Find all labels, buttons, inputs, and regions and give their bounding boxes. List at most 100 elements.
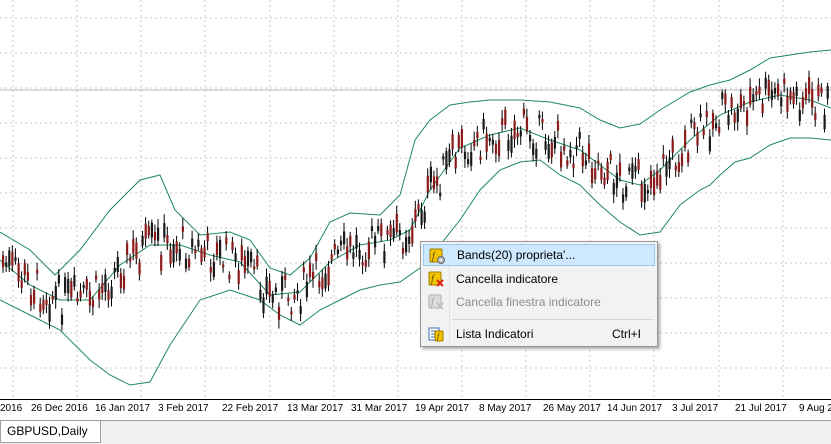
candle-body [20, 280, 23, 288]
candle-body [60, 314, 64, 325]
candle-body [45, 299, 48, 305]
candle-body [395, 213, 398, 233]
candle-body [423, 211, 426, 223]
candle-body [628, 167, 631, 172]
candle-body [420, 209, 423, 226]
candle-body [129, 257, 132, 262]
chart-tab-gbpusd-daily[interactable]: GBPUSD,Daily [0, 421, 101, 443]
candle-body [804, 88, 808, 100]
candle-body [377, 225, 380, 232]
candle-body [358, 250, 361, 260]
candle-body [547, 143, 550, 159]
candle-body [773, 88, 777, 94]
svg-text:f: f [437, 332, 441, 341]
candle-body [634, 165, 637, 172]
candle-body [284, 274, 287, 280]
candle-body [529, 135, 532, 142]
indicators-list-icon: f [428, 326, 444, 342]
candle-body [339, 240, 343, 246]
candle-body [324, 273, 327, 289]
candle-body [439, 192, 442, 197]
candle-body [194, 249, 197, 254]
candle-body [330, 254, 333, 260]
candle-body [752, 94, 755, 103]
candle-body [432, 176, 436, 190]
candle-body [817, 84, 820, 97]
candle-body [333, 243, 336, 250]
candle-body [600, 167, 603, 180]
menu-item-label: Lista Indicatori [456, 327, 534, 341]
menu-item-label: Cancella finestra indicatore [456, 295, 601, 309]
candle-body [811, 88, 814, 108]
candle-body [312, 272, 315, 280]
candle-body [693, 122, 696, 130]
price-chart[interactable] [0, 0, 831, 400]
candle-body [29, 295, 33, 306]
candle-body [101, 283, 104, 293]
candle-body [315, 252, 318, 261]
svg-text:f: f [431, 274, 435, 285]
candle-body [219, 239, 222, 259]
candle-body [649, 170, 653, 189]
menu-item-delete-indicator-window[interactable]: f Cancella finestra indicatore [423, 291, 655, 313]
candle-body [169, 249, 172, 264]
candle-body [225, 237, 228, 245]
candle-body [374, 235, 377, 248]
chart-canvas[interactable] [0, 0, 831, 400]
candle-body [401, 248, 405, 254]
candle-body [386, 229, 389, 235]
candle-body [569, 149, 572, 158]
candle-body [88, 290, 91, 306]
candle-body [656, 170, 659, 186]
candle-body [702, 129, 705, 136]
candle-body [615, 172, 618, 189]
date-label: 8 May 2017 [479, 403, 532, 414]
menu-item-bands-properties[interactable]: f Bands(20) proprieta'... [423, 244, 655, 266]
candle-body [203, 247, 206, 258]
candle-body [175, 241, 178, 254]
candle-body [587, 143, 591, 160]
candle-body [104, 274, 107, 293]
candle-body [308, 263, 312, 278]
candle-body [814, 112, 817, 121]
candle-body [668, 157, 671, 170]
candle-body [85, 279, 88, 290]
candle-body [91, 299, 95, 307]
date-label: 19 Apr 2017 [415, 403, 469, 414]
candle-body [73, 275, 76, 287]
candle-body [640, 184, 643, 202]
candle-body [429, 166, 432, 183]
candle-body [575, 145, 578, 149]
candle-body [578, 131, 581, 139]
candle-body [54, 286, 57, 301]
candle-body [200, 248, 203, 263]
candle-body [250, 252, 253, 263]
candle-body [538, 114, 541, 119]
candle-body [808, 77, 811, 95]
candle-body [535, 148, 538, 159]
candle-body [755, 91, 758, 96]
candle-body [746, 110, 749, 127]
candle-body [494, 144, 498, 154]
candle-body [277, 306, 281, 320]
menu-item-indicators-list[interactable]: f Lista Indicatori Ctrl+I [423, 323, 655, 345]
candle-body [761, 103, 764, 114]
candle-body [70, 281, 73, 298]
date-label: 16 Jan 2017 [95, 403, 151, 414]
candle-body [135, 242, 138, 259]
date-label: 26 May 2017 [543, 403, 601, 414]
menu-item-delete-indicator[interactable]: f Cancella indicatore [423, 268, 655, 290]
candle-body [618, 162, 622, 176]
candle-body [504, 109, 507, 125]
candle-body [823, 114, 826, 130]
candle-body [556, 120, 560, 131]
candle-body [234, 253, 237, 262]
candle-body [305, 281, 308, 298]
candle-body [566, 160, 569, 166]
candle-body [711, 112, 715, 130]
candle-body [336, 249, 339, 255]
candle-body [820, 87, 823, 94]
context-menu: f Bands(20) proprieta'... f Cancella ind… [420, 241, 658, 347]
candle-body [287, 297, 290, 302]
candle-body [132, 238, 135, 254]
